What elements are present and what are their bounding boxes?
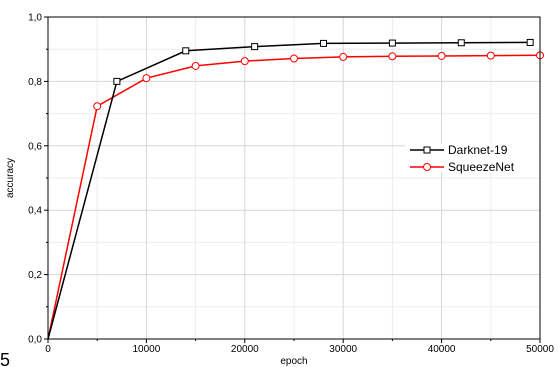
data-point-squeezenet xyxy=(388,52,397,61)
x-tick-label: 40000 xyxy=(428,344,456,355)
data-point-squeezenet xyxy=(486,51,495,60)
y-axis-title: accuracy xyxy=(5,158,16,198)
legend: Darknet-19 SqueezeNet xyxy=(405,143,539,174)
data-point-darknet-19 xyxy=(113,77,121,85)
data-point-squeezenet xyxy=(339,52,348,61)
data-point-squeezenet xyxy=(191,61,200,70)
gridlines xyxy=(48,17,540,339)
legend-marker-squeezenet xyxy=(423,163,431,171)
legend-label-squeezenet: SqueezeNet xyxy=(448,160,515,174)
y-tick-label: 0,4 xyxy=(28,206,42,217)
x-tick-label: 30000 xyxy=(329,344,357,355)
x-tick-label: 50000 xyxy=(526,344,554,355)
y-tick-label: 1,0 xyxy=(28,13,42,24)
data-point-darknet-19 xyxy=(320,39,328,47)
legend-marker-darknet-19 xyxy=(423,146,431,154)
y-tick-label: 0,2 xyxy=(28,270,42,281)
x-tick-label: 0 xyxy=(45,344,51,355)
series-markers xyxy=(93,38,544,111)
data-point-squeezenet xyxy=(142,74,151,83)
y-tick-label: 0,6 xyxy=(28,141,42,152)
data-point-darknet-19 xyxy=(182,47,190,55)
legend-label-darknet-19: Darknet-19 xyxy=(448,143,508,157)
data-point-darknet-19 xyxy=(388,39,396,47)
y-tick-label: 0,0 xyxy=(28,335,42,346)
data-point-squeezenet xyxy=(437,51,446,60)
data-point-darknet-19 xyxy=(457,39,465,47)
data-point-squeezenet xyxy=(290,54,298,63)
corner-glyph: 5 xyxy=(0,350,10,367)
data-point-darknet-19 xyxy=(526,38,534,46)
series-line-darknet-19 xyxy=(47,41,531,340)
x-axis-title: epoch xyxy=(280,356,307,367)
x-tick-label: 10000 xyxy=(132,344,160,355)
axis-tick-labels: 0 10000 20000 30000 40000 50000 0,0 0,2 0,4 0,6 0,… xyxy=(28,13,554,356)
x-tick-label: 20000 xyxy=(231,344,259,355)
y-tick-label: 0,8 xyxy=(28,77,42,88)
data-point-squeezenet xyxy=(93,102,102,111)
axis-ticks xyxy=(44,16,541,343)
data-point-darknet-19 xyxy=(251,43,259,51)
data-point-squeezenet xyxy=(240,57,249,66)
